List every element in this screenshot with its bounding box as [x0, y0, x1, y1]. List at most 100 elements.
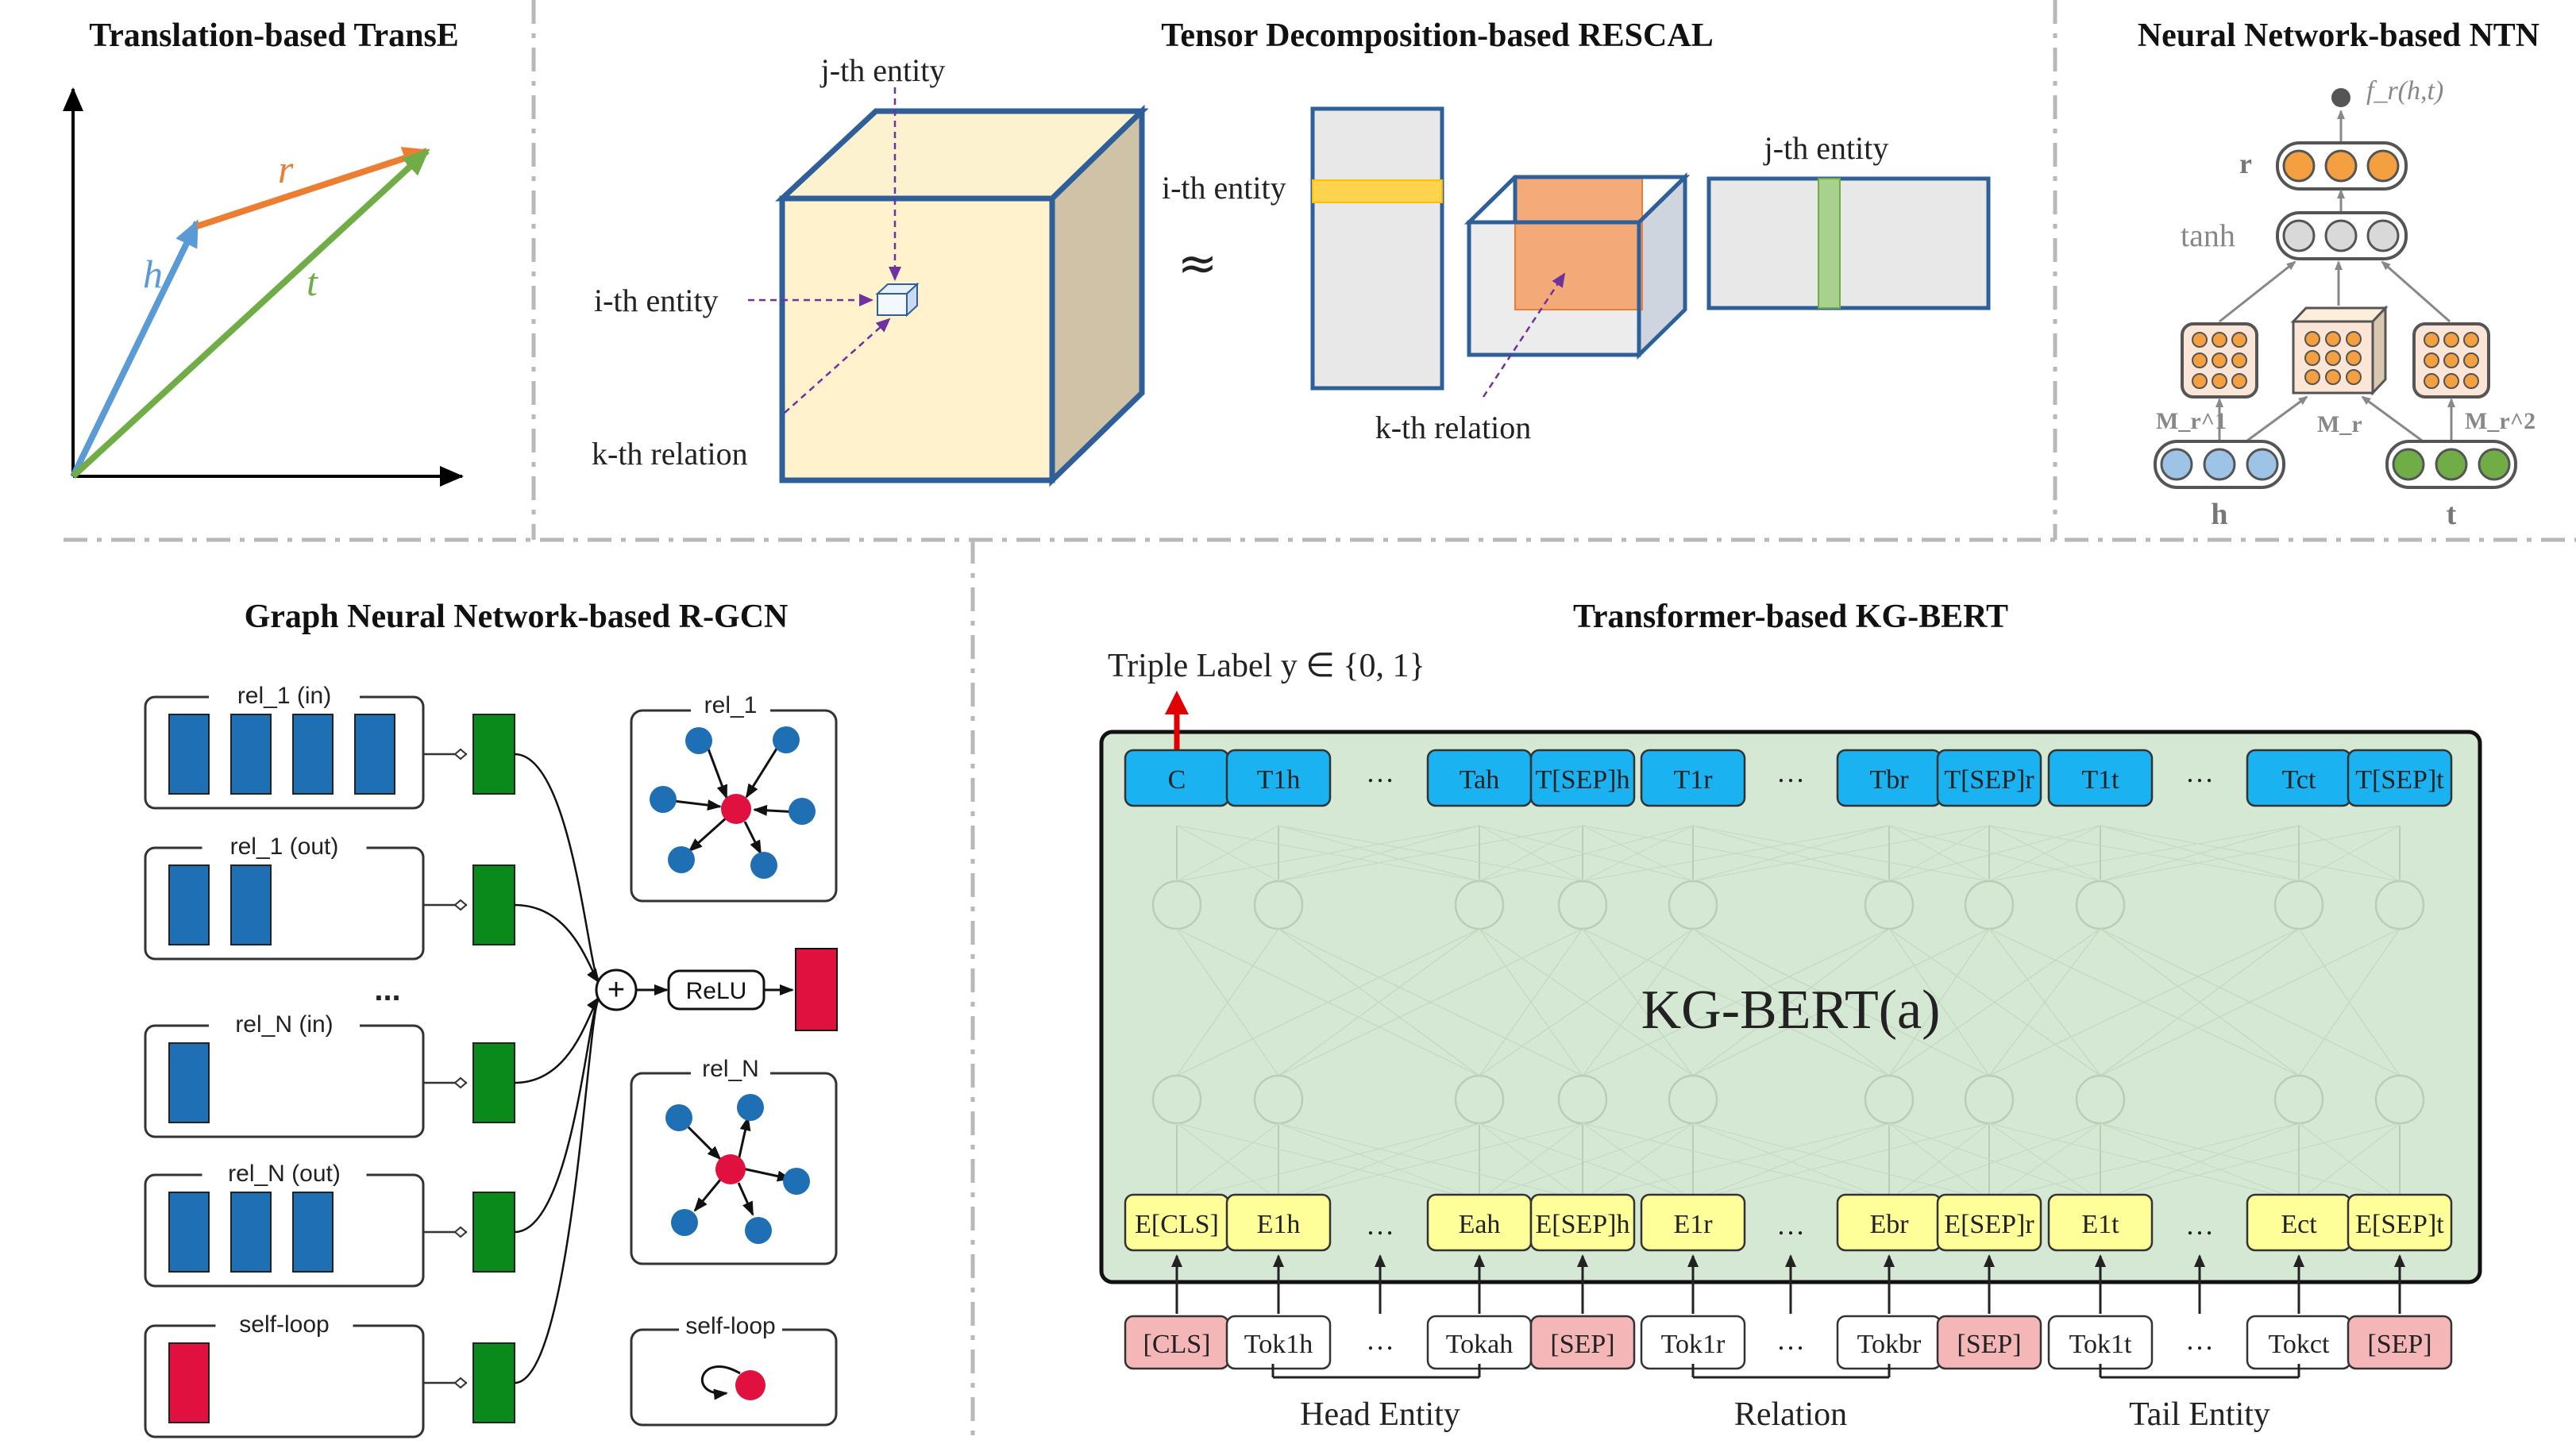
rgcn-panel: Graph Neural Network-based R-GCN rel_1 (… [144, 599, 838, 1438]
mesh-edge [1278, 928, 1583, 1076]
r-node [2324, 149, 2358, 183]
hidden-node [1668, 880, 1718, 930]
token-text: Eah [1459, 1210, 1501, 1239]
tanh-node [2282, 219, 2316, 252]
group-label-bg [209, 1011, 360, 1035]
aggregate-edge [514, 996, 600, 1234]
t-node [2392, 448, 2425, 481]
embedding-token-box [2347, 1193, 2453, 1252]
mesh-edge [1888, 825, 2101, 882]
hidden-node [1454, 880, 1505, 930]
token-text: E1t [2081, 1210, 2119, 1239]
ntn-panel: Neural Network-based NTN f_r(h,t) r tanh [2138, 17, 2539, 531]
token-text: [CLS] [1143, 1330, 1211, 1359]
relation-group-label: rel_N (out) [228, 1161, 341, 1187]
special-token-box [1936, 1315, 2042, 1370]
feature-block [292, 714, 334, 795]
special-token-box [1529, 1315, 1636, 1370]
edge-m1 [2219, 260, 2296, 323]
mesh-edge [1692, 928, 1990, 1076]
k-pointer [784, 318, 891, 414]
mesh-edge [2100, 825, 2300, 882]
r-node [2366, 149, 2400, 183]
hidden-node [1253, 1074, 1304, 1125]
token-text: … [1776, 1324, 1805, 1356]
rgcn-title: Graph Neural Network-based R-GCN [245, 599, 789, 635]
embedding-row: E[CLS] E1h … Eah E[SEP]h E1r … Ebr E[SEP]r E1t … Ec… [1124, 1193, 2453, 1252]
mesh-edge [2100, 928, 2401, 1076]
token-text: E1h [1257, 1210, 1301, 1239]
token-text: … [1366, 1209, 1394, 1241]
factor-a [1310, 106, 1444, 391]
aggregate-edge [514, 996, 600, 1384]
group-label-bg [202, 834, 367, 857]
diamond-connector [453, 1076, 468, 1089]
hidden-node [1151, 880, 1202, 930]
tanh-label: tanh [2181, 218, 2235, 253]
mesh-edge [1479, 1122, 1583, 1201]
tanh-node [2366, 219, 2400, 252]
mesh-edge [1888, 1122, 1990, 1201]
feature-block [168, 864, 210, 945]
token-text: E[SEP]t [2355, 1210, 2444, 1239]
token-text: Tok1r [1661, 1330, 1726, 1359]
hidden-node [2273, 880, 2324, 930]
output-node [2331, 88, 2350, 107]
mesh-edge [2100, 928, 2300, 1076]
side-graph-rel1: rel_1 [630, 692, 838, 903]
relation-group-label: self-loop [239, 1311, 329, 1338]
token-text: … [2185, 757, 2214, 788]
token-text: Tokah [1446, 1330, 1514, 1359]
weight-block [472, 1192, 515, 1273]
j-entity-label-2: j-th entity [1763, 130, 1889, 166]
hidden-node [1454, 1074, 1505, 1125]
group-tail: Tail Entity [2129, 1396, 2270, 1433]
token-text: T[SEP]t [2355, 765, 2444, 795]
relation-group-label: rel_1 (in) [237, 683, 331, 709]
embedding-token-box [1640, 1193, 1746, 1252]
feature-block [168, 1042, 210, 1123]
mesh-edge [1888, 928, 1990, 1076]
mid-block-top [2290, 306, 2389, 323]
hidden-node [1964, 880, 2015, 930]
feature-block [354, 714, 395, 795]
hidden-node [2075, 880, 2126, 930]
group-head: Head Entity [1300, 1396, 1460, 1433]
mesh-edge [1176, 928, 1279, 1076]
weight-block [472, 1042, 515, 1123]
hidden-node [1557, 1074, 1608, 1125]
kgbert-panel: Transformer-based KG-BERT Triple Label y… [1099, 599, 2482, 1433]
token-text: Tokbr [1857, 1330, 1922, 1359]
mesh-edge [1692, 1122, 1990, 1201]
triple-label: Triple Label y ∈ {0, 1} [1108, 648, 1425, 684]
hidden-node [1253, 880, 1304, 930]
vector-r [195, 147, 430, 229]
group-relation: Relation [1734, 1396, 1847, 1433]
mesh-edge [1692, 1122, 1890, 1201]
group-label-bg [215, 1311, 353, 1335]
rescal-title: Tensor Decomposition-based RESCAL [1161, 17, 1713, 54]
top-token-row: C T1h … Tah T[SEP]h T1r … Tbr T[SEP]r T1t … Tct T[SE… [1124, 749, 2453, 807]
mesh-edge [1176, 1122, 1480, 1201]
mesh-edge [1479, 1122, 1694, 1201]
weight-block [472, 864, 515, 945]
feature-block [292, 1192, 334, 1273]
token-text: … [2185, 1324, 2214, 1356]
token-text: Tokct [2269, 1330, 2330, 1359]
factor-b [1706, 176, 1991, 310]
mesh-edge [1988, 1122, 2101, 1201]
group-label-bg [202, 1161, 367, 1184]
m2-grid [2424, 332, 2479, 389]
token-text: [SEP] [2367, 1330, 2431, 1359]
hidden-node [2273, 1074, 2324, 1125]
h-label: h [2211, 498, 2227, 531]
label-t: t [307, 260, 318, 304]
mesh-edge [1176, 825, 1480, 882]
group-brackets [1271, 1364, 2300, 1379]
token-text: T[SEP]h [1536, 765, 1630, 795]
model-name: KG-BERT(a) [1641, 980, 1941, 1041]
diamond-connector [453, 748, 468, 761]
mesh-edge [1582, 928, 1694, 1076]
hidden-node [1668, 1074, 1718, 1125]
